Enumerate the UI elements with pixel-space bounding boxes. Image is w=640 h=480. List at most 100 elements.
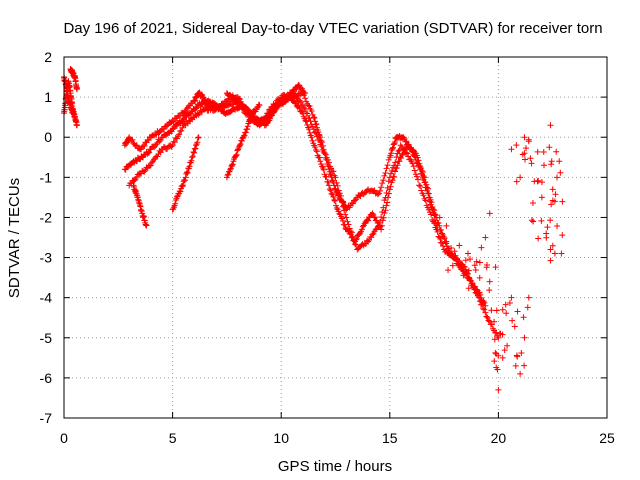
data-point — [529, 200, 536, 207]
y-tick-label: -1 — [40, 169, 53, 185]
data-point — [403, 138, 410, 145]
data-point — [342, 211, 349, 218]
data-point — [69, 110, 76, 117]
y-tick-label: -2 — [40, 209, 53, 225]
data-point — [186, 163, 193, 170]
data-point — [443, 238, 450, 245]
data-point — [74, 122, 81, 129]
data-point — [438, 239, 445, 246]
data-point — [377, 219, 384, 226]
data-point — [327, 171, 334, 178]
data-point — [483, 264, 490, 271]
data-point — [484, 314, 491, 321]
data-point — [513, 142, 520, 149]
data-point — [176, 131, 183, 138]
data-point — [499, 331, 506, 338]
data-point — [381, 172, 388, 179]
data-point — [403, 149, 410, 156]
data-point — [494, 366, 501, 373]
data-point — [419, 169, 426, 176]
data-point — [374, 191, 381, 198]
data-point — [190, 148, 197, 155]
data-point — [391, 140, 398, 147]
data-point — [272, 107, 279, 114]
data-point — [308, 107, 315, 114]
data-point — [302, 95, 309, 102]
data-point — [339, 217, 346, 224]
data-point — [220, 101, 227, 108]
data-point — [344, 218, 351, 225]
data-point — [325, 178, 332, 185]
data-point — [325, 182, 332, 189]
data-point — [233, 151, 240, 158]
data-point — [392, 139, 399, 146]
data-points — [61, 66, 566, 393]
y-tick-label: -7 — [40, 410, 53, 426]
x-tick-label: 20 — [491, 430, 507, 446]
data-point — [547, 122, 554, 129]
data-point — [506, 300, 513, 307]
data-point — [413, 173, 420, 180]
x-tick-label: 25 — [599, 430, 615, 446]
data-point — [398, 155, 405, 162]
data-point — [492, 349, 499, 356]
data-point — [423, 181, 430, 188]
data-point — [340, 203, 347, 210]
data-point — [405, 153, 412, 160]
data-point — [557, 169, 564, 176]
data-point — [541, 162, 548, 169]
data-point — [424, 184, 431, 191]
data-point — [486, 210, 493, 217]
data-point — [236, 96, 243, 103]
data-point — [415, 157, 422, 164]
data-point — [322, 151, 329, 158]
data-point — [421, 174, 428, 181]
data-point — [179, 124, 186, 131]
data-point — [523, 145, 530, 152]
data-point — [129, 136, 136, 143]
data-point — [547, 257, 554, 264]
data-point — [518, 349, 525, 356]
data-point — [449, 262, 456, 269]
data-point — [554, 223, 561, 230]
x-tick-label: 10 — [273, 430, 289, 446]
data-point — [332, 197, 339, 204]
data-point — [434, 228, 441, 235]
data-point — [546, 144, 553, 151]
data-point — [493, 329, 500, 336]
data-point — [337, 192, 344, 199]
data-point — [305, 102, 312, 109]
data-point — [290, 97, 297, 104]
data-point — [476, 298, 483, 305]
data-point — [310, 126, 317, 133]
data-point — [486, 278, 493, 285]
data-point — [389, 177, 396, 184]
data-point — [352, 241, 359, 248]
data-point — [410, 163, 417, 170]
data-point — [195, 134, 202, 141]
data-point — [178, 127, 185, 134]
data-point — [465, 267, 472, 274]
data-point — [503, 310, 510, 317]
data-point — [193, 105, 200, 112]
data-point — [317, 158, 324, 165]
data-point — [233, 152, 240, 159]
data-point — [396, 158, 403, 165]
x-axis-label: GPS time / hours — [278, 458, 392, 475]
data-point — [501, 347, 508, 354]
data-point — [554, 174, 561, 181]
data-point — [478, 298, 485, 305]
data-point — [551, 198, 558, 205]
data-point — [476, 274, 483, 281]
data-point — [508, 146, 515, 153]
data-point — [328, 190, 335, 197]
data-point — [326, 186, 333, 193]
data-point — [324, 156, 331, 163]
data-point — [307, 118, 314, 125]
data-point — [312, 144, 319, 151]
data-point — [236, 142, 243, 149]
data-point — [147, 162, 154, 169]
data-point — [172, 200, 179, 207]
data-point — [538, 217, 545, 224]
data-point — [491, 358, 498, 365]
